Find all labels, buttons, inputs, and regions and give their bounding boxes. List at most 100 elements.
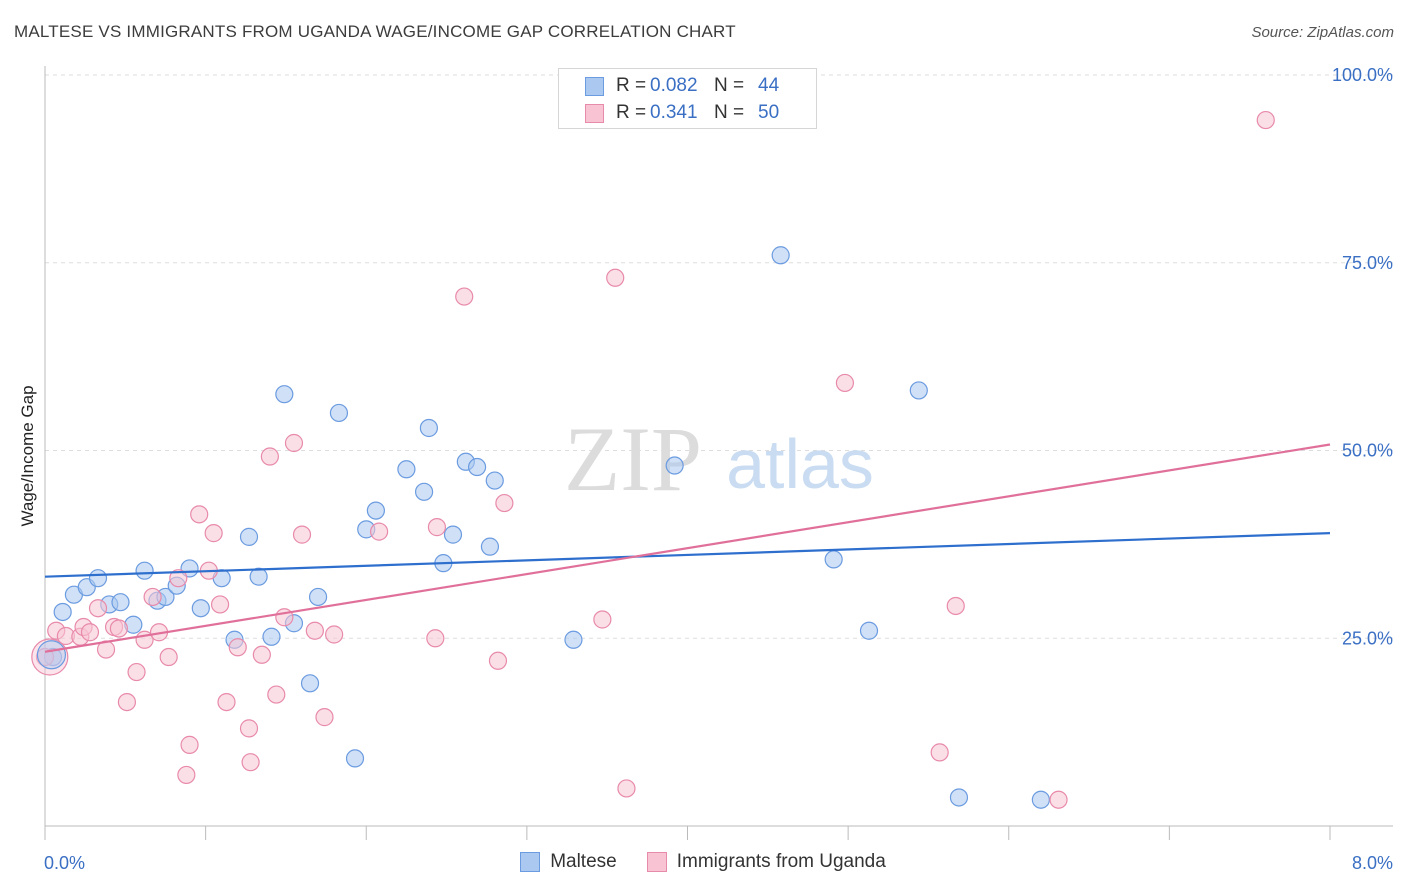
legend-swatch-maltese	[585, 76, 604, 96]
point-maltese	[771, 246, 790, 265]
point-uganda	[241, 753, 260, 772]
y-axis-label: Wage/Income Gap	[18, 385, 37, 527]
source-label: Source: ZipAtlas.com	[1251, 24, 1394, 41]
chart-title: MALTESE VS IMMIGRANTS FROM UGANDA WAGE/I…	[14, 22, 736, 41]
series-legend: Maltese Immigrants from Uganda	[0, 851, 1406, 873]
point-uganda	[930, 743, 949, 762]
point-uganda	[488, 651, 508, 670]
point-uganda	[180, 735, 199, 754]
point-uganda	[284, 433, 304, 453]
point-uganda	[169, 569, 188, 588]
point-uganda	[35, 647, 55, 667]
y-tick-label: 50.0%	[1342, 441, 1393, 461]
point-uganda	[117, 692, 137, 712]
x-tick-label: 0.0%	[44, 853, 85, 873]
point-maltese	[345, 749, 365, 768]
point-uganda	[267, 685, 286, 704]
point-uganda	[190, 505, 209, 524]
point-maltese	[53, 602, 72, 622]
point-maltese	[859, 621, 879, 640]
point-maltese	[300, 674, 320, 693]
legend-swatch-uganda	[585, 103, 604, 123]
point-maltese	[239, 527, 259, 546]
point-uganda	[617, 779, 636, 798]
point-maltese	[1031, 790, 1050, 809]
point-uganda	[495, 493, 514, 513]
point-uganda	[292, 525, 312, 544]
point-maltese	[443, 525, 463, 544]
legend-row-uganda: R = 0.341 N = 50	[585, 100, 779, 126]
point-maltese	[397, 460, 416, 479]
point-uganda	[177, 765, 196, 785]
point-maltese	[485, 471, 504, 490]
point-maltese	[366, 501, 385, 520]
point-uganda	[946, 596, 965, 616]
point-uganda	[143, 587, 162, 607]
point-maltese	[665, 456, 684, 475]
point-maltese	[111, 593, 130, 612]
point-uganda	[260, 447, 279, 466]
point-maltese	[824, 550, 843, 569]
point-uganda	[325, 625, 344, 644]
legend-swatch-maltese	[520, 852, 541, 872]
point-maltese	[88, 569, 108, 588]
point-uganda	[204, 524, 223, 543]
point-uganda	[1049, 790, 1068, 809]
point-maltese	[308, 587, 328, 607]
point-maltese	[480, 537, 500, 556]
watermark-atlas: atlas	[726, 425, 874, 503]
point-uganda	[835, 373, 855, 393]
x-tick-label: 8.0%	[1352, 853, 1393, 873]
trend-lines	[44, 443, 1331, 653]
point-maltese	[949, 788, 969, 807]
legend-item-uganda[interactable]: Immigrants from Uganda	[646, 851, 886, 873]
legend-r-value: 0.082	[650, 75, 698, 96]
tick-labels: 25.0% 50.0% 75.0% 100.0% 0.0% 8.0%	[44, 65, 1393, 873]
point-uganda	[1256, 110, 1275, 130]
point-uganda	[370, 522, 389, 541]
point-maltese	[249, 567, 268, 586]
point-uganda	[217, 692, 236, 712]
point-maltese	[467, 457, 487, 477]
axes	[44, 66, 1393, 840]
point-uganda	[80, 623, 100, 642]
legend-swatch-uganda	[646, 852, 667, 872]
legend-n-label: N =	[714, 75, 745, 96]
point-maltese	[564, 630, 583, 649]
point-maltese	[414, 482, 434, 501]
point-maltese	[135, 561, 154, 580]
point-uganda	[239, 719, 259, 738]
point-maltese	[191, 599, 210, 618]
point-maltese	[419, 418, 438, 438]
point-uganda	[127, 662, 146, 682]
point-uganda	[427, 518, 447, 537]
legend-label-uganda: Immigrants from Uganda	[676, 851, 886, 872]
point-maltese	[275, 385, 294, 404]
point-uganda	[606, 268, 625, 287]
point-uganda	[305, 621, 324, 640]
y-tick-label: 100.0%	[1332, 65, 1393, 85]
legend-r-value: 0.341	[650, 102, 698, 123]
legend-n-label: N =	[714, 102, 745, 123]
legend-n-value: 50	[758, 102, 780, 123]
legend-r-label: R =	[616, 102, 647, 123]
point-uganda	[252, 645, 271, 664]
point-uganda	[426, 629, 445, 648]
correlation-legend: R = 0.082 N = 44 R = 0.341 N = 50	[558, 68, 817, 129]
point-uganda	[228, 638, 247, 657]
legend-row-maltese: R = 0.082 N = 44	[585, 73, 779, 99]
legend-r-label: R =	[616, 75, 647, 96]
y-tick-label: 75.0%	[1342, 253, 1393, 273]
y-tick-label: 25.0%	[1342, 628, 1393, 648]
point-maltese	[36, 640, 67, 670]
point-uganda	[315, 708, 334, 727]
point-maltese	[329, 403, 349, 423]
watermark-zip: ZIP	[564, 408, 702, 510]
legend-item-maltese[interactable]: Maltese	[520, 851, 617, 873]
point-maltese	[262, 627, 281, 646]
trend-line-maltese	[44, 532, 1331, 578]
point-uganda	[88, 599, 108, 618]
point-uganda	[455, 287, 474, 306]
point-uganda	[109, 619, 128, 638]
